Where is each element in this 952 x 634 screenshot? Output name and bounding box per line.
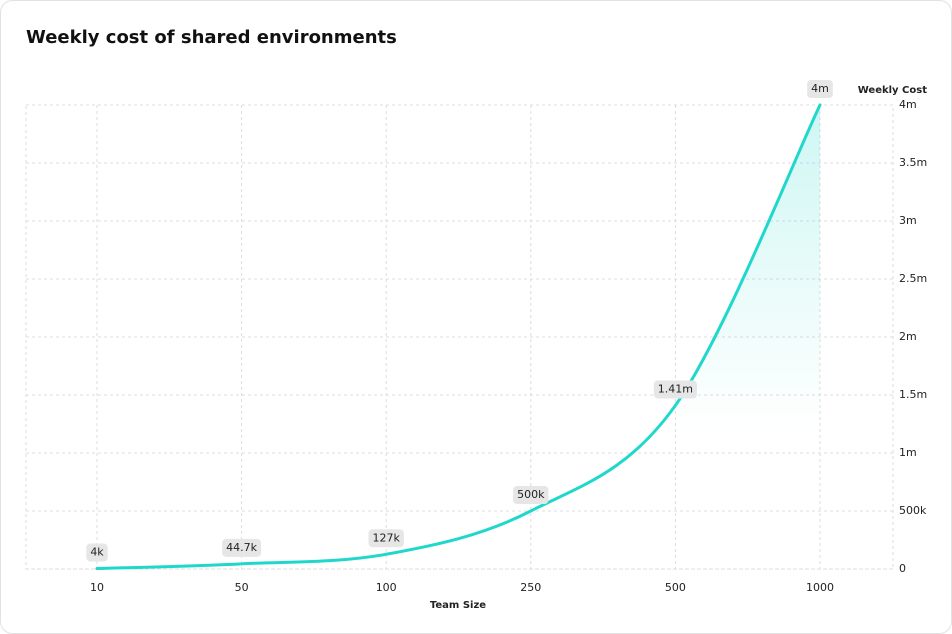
value-label: 44.7k bbox=[222, 538, 262, 557]
y-tick-label: 2.5m bbox=[899, 272, 927, 285]
value-label-text: 500k bbox=[517, 488, 545, 501]
value-label-text: 127k bbox=[373, 531, 401, 544]
y-axis-title: Weekly Cost bbox=[858, 85, 927, 96]
y-tick-label: 3.5m bbox=[899, 156, 927, 169]
y-tick-label: 0 bbox=[899, 562, 906, 575]
y-tick-label: 2m bbox=[899, 330, 917, 343]
value-label: 4k bbox=[86, 543, 108, 562]
x-tick-label: 250 bbox=[520, 581, 541, 594]
x-tick-label: 1000 bbox=[806, 581, 834, 594]
y-tick-label: 500k bbox=[899, 504, 927, 517]
value-label-box bbox=[513, 486, 549, 504]
x-tick-label: 10 bbox=[90, 581, 104, 594]
y-tick-label: 3m bbox=[899, 214, 917, 227]
y-tick-label: 1m bbox=[899, 446, 917, 459]
highlight-area bbox=[675, 105, 820, 429]
value-label-box bbox=[86, 543, 108, 562]
value-label-text: 44.7k bbox=[226, 541, 257, 554]
x-tick-label: 100 bbox=[376, 581, 397, 594]
value-label-box bbox=[653, 380, 698, 399]
value-label: 500k bbox=[513, 486, 549, 504]
x-tick-label: 500 bbox=[665, 581, 686, 594]
value-label: 127k bbox=[368, 529, 404, 548]
value-label: 1.41m bbox=[653, 380, 698, 399]
value-label-box bbox=[222, 538, 262, 557]
value-label-text: 1.41m bbox=[658, 382, 693, 395]
value-label-box bbox=[807, 80, 833, 98]
x-axis-title: Team Size bbox=[430, 600, 486, 611]
value-label-text: 4k bbox=[90, 546, 104, 559]
line bbox=[95, 103, 822, 571]
y-tick-label: 4m bbox=[899, 98, 917, 111]
x-tick-label: 50 bbox=[235, 581, 249, 594]
value-label: 4m bbox=[807, 80, 833, 98]
y-tick-label: 1.5m bbox=[899, 388, 927, 401]
value-label-text: 4m bbox=[811, 82, 829, 95]
value-label-box bbox=[368, 529, 404, 548]
chart-title: Weekly cost of shared environments bbox=[26, 27, 397, 48]
